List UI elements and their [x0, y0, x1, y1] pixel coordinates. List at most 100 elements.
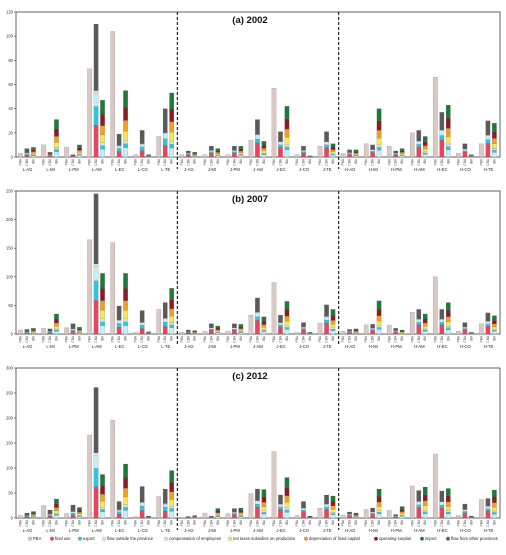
bar-segment-export — [140, 325, 144, 328]
bar-segment-export — [285, 510, 289, 512]
group-label: H-CO — [460, 167, 471, 172]
bar-segment-depr — [446, 502, 450, 507]
bar-segment-surplus — [377, 309, 381, 316]
bar-segment-flow_out — [354, 156, 358, 157]
bar-segment-export — [417, 322, 421, 324]
bar-label: PBA — [364, 519, 368, 526]
bar-segment-export — [123, 144, 127, 148]
bar-segment-taxes — [446, 506, 450, 510]
bar-segment-taxes — [239, 330, 243, 331]
bar-segment-final_use — [440, 325, 444, 334]
y-tick-label: 50 — [8, 491, 13, 496]
bar-label: CBA — [371, 519, 375, 526]
bar-segment-surplus — [492, 132, 496, 139]
bar-segment-taxes — [400, 514, 404, 516]
bar-segment-export — [331, 154, 335, 155]
bar-segment-flow_out — [301, 150, 305, 151]
bar-segment-flow_in — [417, 130, 421, 141]
bar-label: PBA — [134, 335, 138, 342]
bar-segment-flow_out — [492, 331, 496, 334]
y-tick-label: 100 — [6, 466, 14, 471]
bar-segment-import — [308, 516, 312, 517]
group-label: L-EC — [115, 528, 125, 533]
bar-segment-taxes — [77, 514, 81, 515]
bar-segment-flow_out — [417, 502, 421, 505]
bar-segment-flow_out — [255, 135, 259, 139]
bar-segment-export — [169, 144, 173, 148]
group-label: J-TE — [323, 528, 332, 533]
bar-segment-export — [347, 154, 351, 155]
panel-title: (b) 2007 — [232, 194, 268, 205]
bar-segment-export — [94, 281, 98, 301]
bar-segment-taxes — [54, 511, 58, 514]
bar-segment-flow_in — [25, 513, 29, 516]
bar-segment-final_use — [25, 155, 29, 157]
bar-label: PBA — [226, 519, 230, 526]
bar-segment-depr — [446, 128, 450, 136]
group-label: J-MI — [208, 344, 216, 349]
bar-segment-import — [492, 490, 496, 497]
bar-segment-flow_in — [463, 323, 467, 328]
bar-segment-depr — [423, 146, 427, 149]
bar-label: IBA — [77, 335, 81, 341]
bar-label: PBA — [479, 158, 483, 165]
bar-label: PBA — [433, 158, 437, 165]
group-label: J-AG — [184, 344, 194, 349]
bar-segment-comp — [492, 329, 496, 330]
bar-segment-export — [169, 509, 173, 512]
bar-segment-import — [216, 326, 220, 328]
y-tick-label: 0 — [11, 516, 14, 521]
panel-title: (a) 2002 — [232, 15, 267, 26]
bar-segment-comp — [123, 140, 127, 143]
bar-label: PBA — [203, 519, 207, 526]
bar-segment-surplus — [31, 513, 35, 514]
bar-segment-pba — [203, 513, 207, 518]
group-label: L-CO — [138, 344, 149, 349]
bar-segment-comp — [54, 513, 58, 514]
bar-segment-surplus — [285, 310, 289, 317]
bar-segment-flow_out — [100, 326, 104, 334]
legend-swatch-surplus — [374, 537, 378, 541]
bar-label: CBA — [255, 519, 259, 526]
bar-label: PBA — [111, 335, 115, 342]
bar-segment-surplus — [216, 328, 220, 330]
bar-segment-final_use — [25, 333, 29, 334]
bar-segment-flow_out — [423, 331, 427, 334]
bar-segment-final_use — [94, 125, 98, 157]
bar-segment-taxes — [262, 327, 266, 329]
bar-segment-flow_in — [255, 120, 259, 135]
bar-segment-depr — [492, 503, 496, 507]
bar-segment-final_use — [255, 507, 259, 518]
bar-segment-flow_out — [54, 515, 58, 518]
bar-segment-final_use — [394, 517, 398, 518]
bar-segment-final_use — [301, 153, 305, 157]
bar-segment-depr — [354, 331, 358, 332]
bar-segment-flow_out — [216, 333, 220, 334]
bar-segment-flow_in — [232, 324, 236, 328]
bar-segment-taxes — [239, 514, 243, 515]
bar-label: IBA — [331, 519, 335, 525]
bar-segment-flow_in — [347, 150, 351, 153]
bar-label: PBA — [387, 519, 391, 526]
bar-segment-flow_out — [169, 148, 173, 157]
bar-segment-final_use — [278, 327, 282, 334]
bar-segment-pba — [479, 500, 483, 519]
group-label: J-AG — [184, 167, 194, 172]
bar-segment-export — [77, 516, 81, 517]
legend-label-flow_out: flow outside the province — [107, 536, 154, 541]
bar-segment-export — [232, 513, 236, 514]
bar-segment-export — [163, 139, 167, 146]
bar-label: PBA — [410, 335, 414, 342]
bar-segment-flow_out — [423, 154, 427, 157]
bar-segment-final_use — [140, 151, 144, 157]
bar-segment-flow_out — [262, 514, 266, 518]
bar-segment-flow_in — [163, 109, 167, 133]
bar-segment-surplus — [262, 321, 266, 324]
bar-segment-flow_out — [440, 130, 444, 135]
bar-segment-pba — [364, 510, 368, 519]
bar-segment-export — [71, 513, 75, 515]
bar-label: PBA — [387, 335, 391, 342]
bar-segment-flow_in — [25, 149, 29, 153]
bar-segment-flow_out — [394, 331, 398, 332]
group-label: L-AM — [92, 344, 103, 349]
